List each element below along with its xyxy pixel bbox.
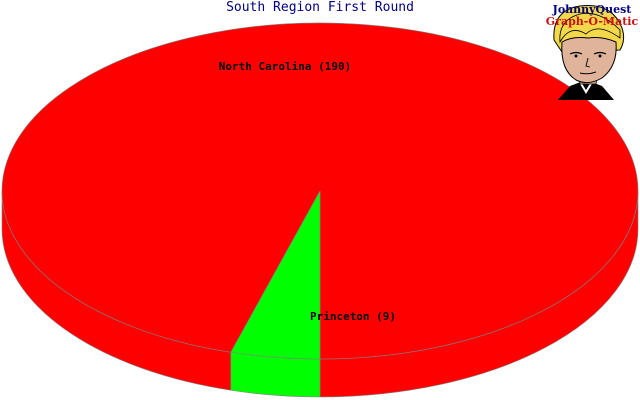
chart-title: South Region First Round bbox=[226, 0, 414, 15]
pie-top-layer bbox=[1, 22, 639, 360]
logo-line1: JohnnyQuest bbox=[552, 3, 633, 16]
logo-line2: Graph-O-Matic bbox=[546, 15, 639, 28]
pie-label-layer: North Carolina (190) Princeton (9) bbox=[219, 60, 396, 323]
pie-slice-princeton bbox=[230, 190, 321, 360]
slice-label-princeton: Princeton (9) bbox=[310, 310, 396, 323]
graph-o-matic-logo: JohnnyQuest Graph-O-Matic bbox=[546, 3, 639, 100]
slice-label-north-carolina: North Carolina (190) bbox=[219, 60, 351, 73]
